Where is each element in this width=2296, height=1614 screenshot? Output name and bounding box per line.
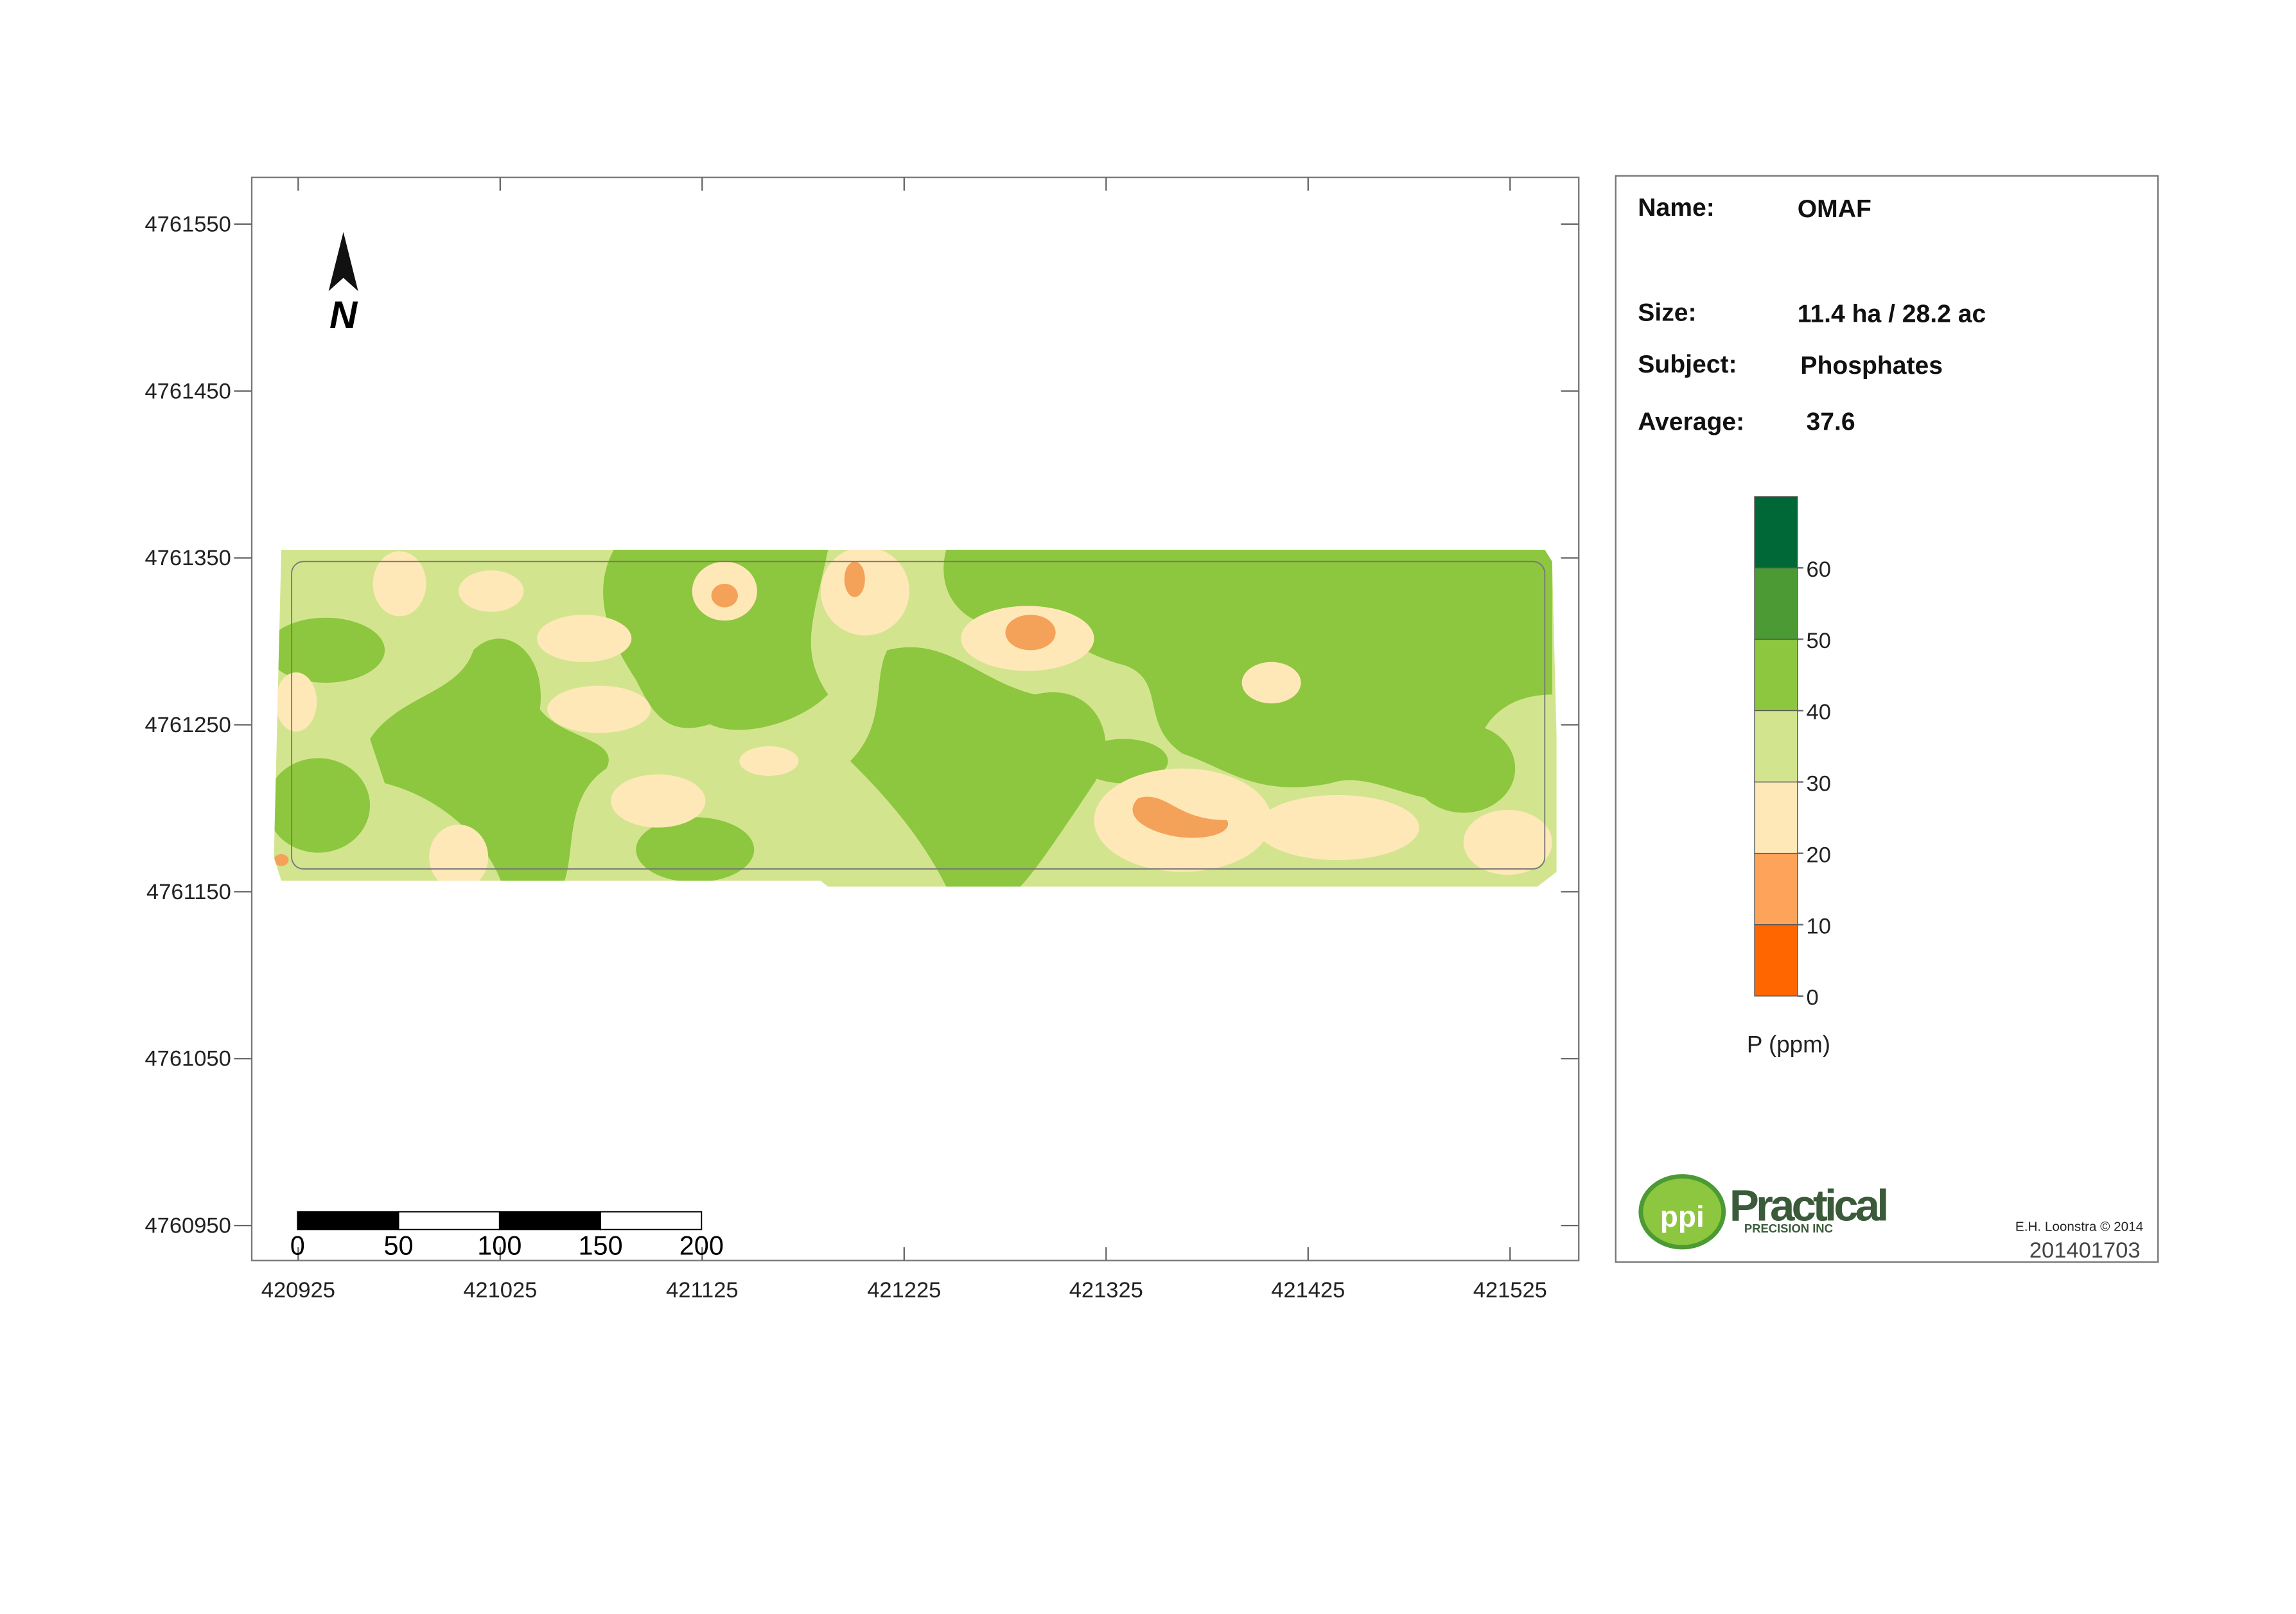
x-tick-label: 421525 <box>1473 1278 1547 1303</box>
field-boundary <box>291 561 1546 870</box>
map-id: 201401703 <box>2029 1238 2141 1263</box>
subject-value: Phosphates <box>1800 352 1943 380</box>
field-map <box>274 549 1557 887</box>
y-tick-label: 4760950 <box>145 1214 231 1238</box>
scale-segment <box>498 1211 601 1231</box>
y-tick-label: 4761150 <box>146 880 231 904</box>
logo-name: Practical <box>1730 1181 1889 1231</box>
legend-tick-label: 40 <box>1807 700 1831 724</box>
scale-label: 0 <box>290 1231 305 1260</box>
scale-label: 150 <box>579 1231 623 1260</box>
y-tick-label: 4761450 <box>145 379 231 403</box>
y-tick-label: 4761550 <box>145 212 231 236</box>
x-tick-label: 421125 <box>666 1278 739 1303</box>
copyright: E.H. Loonstra © 2014 <box>2015 1220 2143 1234</box>
north-arrow <box>328 232 358 292</box>
north-label: N <box>329 294 358 337</box>
size-label: Size: <box>1638 299 1696 326</box>
y-tick-label: 4761250 <box>145 713 231 737</box>
legend-bin <box>1754 496 1798 568</box>
logo-mark: ppi <box>1660 1200 1704 1233</box>
legend-bin <box>1754 638 1798 712</box>
x-tick-label: 421425 <box>1271 1278 1345 1303</box>
legend-bin <box>1754 781 1798 854</box>
legend-tick-label: 30 <box>1807 771 1831 796</box>
legend-bin <box>1754 710 1798 783</box>
scale-segment <box>398 1211 500 1231</box>
scale-label: 50 <box>384 1231 414 1260</box>
legend-tick-label: 10 <box>1807 915 1831 939</box>
legend-tick-label: 0 <box>1807 986 1819 1010</box>
logo-sub: PRECISION INC <box>1744 1222 1833 1235</box>
name-value: OMAF <box>1798 195 1871 223</box>
subject-label: Subject: <box>1638 351 1737 378</box>
legend-bin <box>1754 924 1798 997</box>
scale-segment <box>297 1211 399 1231</box>
info-panel <box>1615 175 2159 1263</box>
average-label: Average: <box>1638 408 1744 436</box>
name-label: Name: <box>1638 194 1715 222</box>
legend-tick-label: 60 <box>1807 557 1831 582</box>
x-tick-label: 421325 <box>1069 1278 1143 1303</box>
x-tick-label: 421225 <box>867 1278 941 1303</box>
scale-label: 200 <box>679 1231 724 1260</box>
legend-bin <box>1754 852 1798 925</box>
size-value: 11.4 ha / 28.2 ac <box>1798 301 1986 328</box>
scale-segment <box>600 1211 703 1231</box>
y-tick-label: 4761050 <box>145 1047 231 1071</box>
x-tick-label: 421025 <box>463 1278 537 1303</box>
legend-title: P (ppm) <box>1747 1031 1830 1057</box>
x-tick-label: 420925 <box>261 1278 335 1303</box>
y-tick-label: 4761350 <box>145 546 231 570</box>
legend-tick-label: 50 <box>1807 629 1831 653</box>
scale-label: 100 <box>477 1231 521 1260</box>
legend-tick-label: 20 <box>1807 843 1831 867</box>
logo: ppi Practical PRECISION INC <box>1638 1174 1889 1250</box>
map-frame <box>250 176 1580 1261</box>
average-value: 37.6 <box>1807 408 1855 436</box>
legend-bin <box>1754 567 1798 640</box>
